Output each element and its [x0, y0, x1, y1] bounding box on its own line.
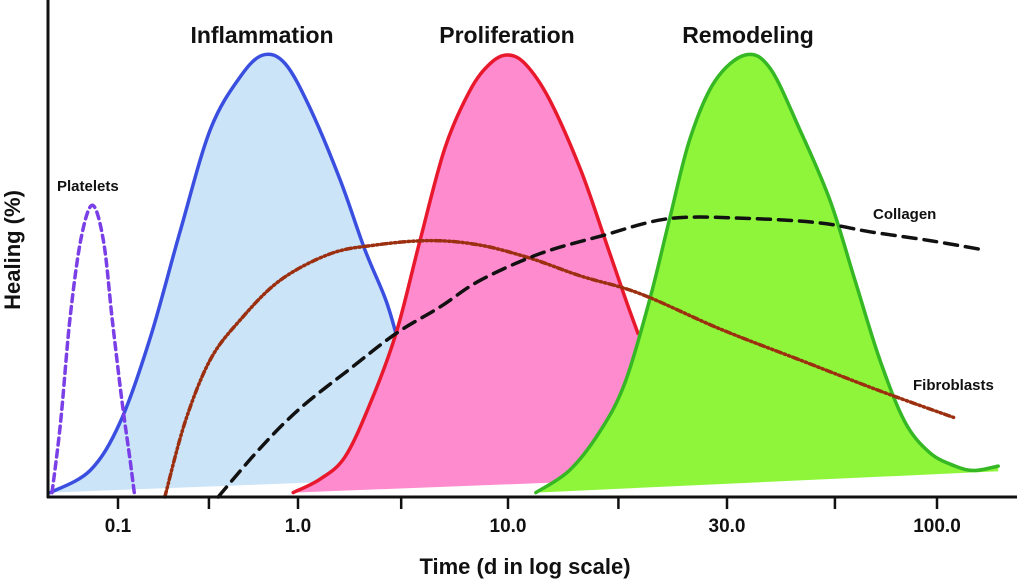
- proliferation-line: [291, 53, 640, 495]
- remodeling-area: [535, 54, 999, 493]
- label-proliferation: Proliferation: [439, 22, 574, 48]
- x-tick-label: 0.1: [105, 516, 132, 537]
- inflammation-line: [48, 52, 398, 495]
- inflammation-area: [50, 54, 396, 493]
- x-tick-label: 30.0: [709, 516, 746, 537]
- label-remodeling: Remodeling: [682, 22, 814, 48]
- platelets-line: [50, 203, 137, 499]
- label-fibroblasts: Fibroblasts: [913, 377, 994, 394]
- fibroblasts-line: [163, 238, 956, 499]
- collagen-line: [216, 215, 984, 499]
- x-tick-label: 1.0: [285, 516, 311, 537]
- label-collagen: Collagen: [873, 206, 936, 223]
- x-tick-label: 10.0: [490, 516, 527, 537]
- x-axis-label: Time (d in log scale): [419, 554, 630, 579]
- label-platelets: Platelets: [57, 178, 119, 195]
- x-tick-label: 100.0: [913, 516, 961, 537]
- y-axis-label: Healing (%): [0, 190, 25, 310]
- label-inflammation: Inflammation: [190, 22, 333, 48]
- remodeling-line: [534, 52, 1000, 495]
